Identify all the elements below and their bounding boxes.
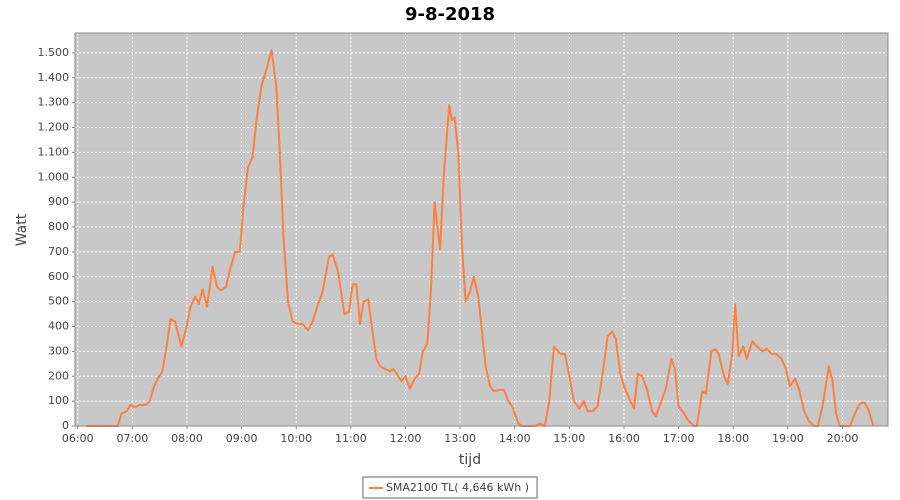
plot-border [74, 32, 889, 427]
chart-title: 9-8-2018 [405, 4, 495, 25]
x-tick-label: 16:00 [608, 432, 640, 445]
y-tick-label: 1.000 [38, 170, 70, 183]
y-tick-label: 900 [48, 195, 69, 208]
y-tick-label: 200 [48, 369, 69, 382]
x-tick-label: 11:00 [335, 432, 367, 445]
y-tick-label: 1.400 [38, 71, 70, 84]
legend: SMA2100 TL( 4,646 kWh ) [362, 476, 538, 499]
x-tick-label: 07:00 [117, 432, 149, 445]
x-tick-label: 08:00 [171, 432, 203, 445]
x-tick-label: 17:00 [663, 432, 695, 445]
marks [85, 49, 875, 427]
plot-area [75, 33, 888, 426]
series-line [85, 49, 875, 427]
y-tick-label: 400 [48, 320, 69, 333]
y-tick-label: 800 [48, 220, 69, 233]
y-tick-label: 500 [48, 295, 69, 308]
y-tick-label: 700 [48, 245, 69, 258]
x-tick-label: 15:00 [554, 432, 586, 445]
y-tick-label: 600 [48, 270, 69, 283]
x-tick-label: 18:00 [717, 432, 749, 445]
x-tick-label: 19:00 [772, 432, 804, 445]
y-axis-label: Watt [14, 213, 30, 246]
x-tick-label: 13:00 [444, 432, 476, 445]
legend-label: SMA2100 TL( 4,646 kWh ) [386, 481, 529, 494]
y-tick-label: 0 [62, 419, 69, 432]
grid [75, 33, 888, 427]
y-tick-label: 300 [48, 344, 69, 357]
x-tick-label: 20:00 [827, 432, 859, 445]
y-tick-label: 100 [48, 394, 69, 407]
x-tick-label: 09:00 [226, 432, 258, 445]
x-tick-label: 12:00 [390, 432, 422, 445]
y-tick-label: 1.200 [38, 121, 70, 134]
x-tick-label: 14:00 [499, 432, 531, 445]
x-axis-label: tijd [459, 452, 481, 468]
y-tick-label: 1.100 [38, 145, 70, 158]
y-tick-label: 1.300 [38, 96, 70, 109]
legend-box [362, 476, 538, 499]
x-tick-label: 06:00 [62, 432, 94, 445]
x-tick-label: 10:00 [280, 432, 312, 445]
y-tick-label: 1.500 [38, 46, 70, 59]
